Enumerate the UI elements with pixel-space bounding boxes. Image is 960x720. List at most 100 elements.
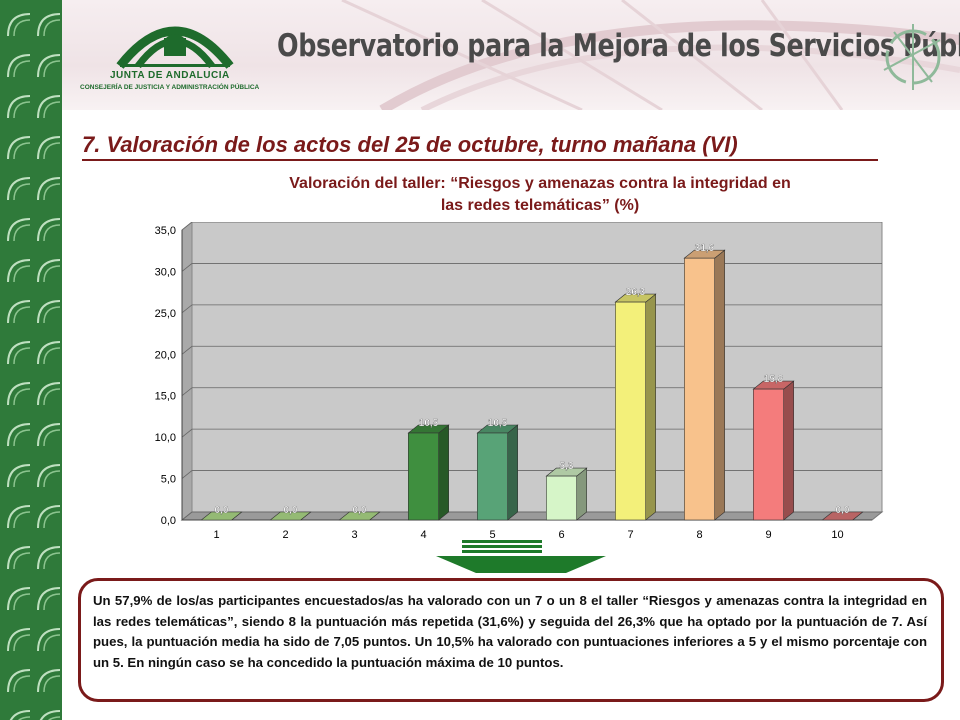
data-label: 0,0: [836, 505, 850, 516]
x-tick-label: 9: [765, 529, 771, 541]
arc-pattern: [7, 13, 61, 720]
arc-decoration: [37, 464, 61, 488]
arc-decoration: [37, 54, 61, 78]
gridline: [181, 222, 882, 231]
arc-decoration: [37, 669, 61, 693]
arc-decoration: [13, 388, 31, 406]
arc-decoration: [43, 101, 61, 119]
arc-decoration: [13, 470, 31, 488]
arc-decoration: [13, 265, 31, 283]
bar-top: [200, 511, 243, 521]
arc-decoration: [37, 218, 61, 242]
arc-decoration: [37, 341, 61, 365]
arc-decoration: [7, 259, 31, 283]
section-title-underline: [82, 159, 878, 161]
arc-decoration: [13, 347, 31, 365]
arc-decoration: [7, 54, 31, 78]
arc-decoration: [7, 300, 31, 324]
x-tick-label: 1: [213, 529, 219, 541]
y-tick-label: 10,0: [155, 432, 176, 444]
arc-decoration: [7, 382, 31, 406]
arc-decoration: [37, 546, 61, 570]
x-tick-label: 4: [420, 529, 426, 541]
arc-decoration: [13, 552, 31, 570]
arc-decoration: [43, 19, 61, 37]
bar-side: [438, 424, 449, 521]
arc-decoration: [43, 675, 61, 693]
arc-decoration: [13, 511, 31, 529]
arc-decoration: [7, 628, 31, 652]
data-label: 0,0: [284, 505, 298, 516]
chart-title-line-1: Valoración del taller: “Riesgos y amenaz…: [289, 175, 791, 192]
summary-box: Un 57,9% de los/as participantes encuest…: [78, 578, 944, 702]
bar-chart: 0,05,010,015,020,025,030,035,00,010,020,…: [155, 222, 884, 541]
arc-decoration: [37, 177, 61, 201]
bar: [408, 432, 439, 521]
summary-text: Un 57,9% de los/as participantes encuest…: [93, 593, 927, 670]
arc-decoration: [37, 423, 61, 447]
arc-decoration: [7, 587, 31, 611]
arc-decoration: [13, 593, 31, 611]
arc-decoration: [37, 505, 61, 529]
arc-decoration: [43, 593, 61, 611]
x-tick-label: 7: [627, 529, 633, 541]
x-tick-label: 3: [351, 529, 357, 541]
arrow-down-icon: [436, 540, 606, 573]
bar-side: [507, 424, 518, 521]
arc-decoration: [39, 710, 61, 720]
arc-decoration: [7, 423, 31, 447]
chart-title: Valoración del taller: “Riesgos y amenaz…: [170, 173, 910, 217]
arc-decoration: [37, 13, 61, 37]
arc-decoration: [37, 95, 61, 119]
arc-decoration: [43, 142, 61, 160]
arc-decoration: [37, 628, 61, 652]
data-label: 5,3: [560, 461, 574, 472]
arc-decoration: [13, 101, 31, 119]
arc-decoration: [43, 347, 61, 365]
data-label: 31,6: [695, 243, 715, 254]
data-label: 0,0: [215, 505, 229, 516]
arc-decoration: [7, 177, 31, 201]
arc-decoration: [7, 546, 31, 570]
arc-decoration: [43, 265, 61, 283]
arc-decoration: [48, 716, 61, 720]
arc-decoration: [13, 60, 31, 78]
bar: [477, 432, 508, 521]
site-title: Observatorio para la Mejora de los Servi…: [277, 28, 960, 64]
decorative-left-band: [0, 0, 62, 720]
x-tick-label: 6: [558, 529, 564, 541]
y-tick-label: 20,0: [155, 349, 176, 361]
bar-top: [338, 511, 381, 521]
chart-side-wall: [181, 222, 193, 522]
arc-decoration: [18, 716, 31, 720]
data-label: 10,5: [488, 418, 508, 429]
org-department: CONSEJERÍA DE JUSTICIA Y ADMINISTRACIÓN …: [80, 84, 260, 91]
junta-logo: JUNTA DE ANDALUCIA CONSEJERÍA DE JUSTICI…: [80, 8, 270, 100]
arc-decoration: [7, 95, 31, 119]
arc-decoration: [43, 634, 61, 652]
y-tick-label: 35,0: [155, 225, 176, 237]
y-tick-label: 30,0: [155, 266, 176, 278]
y-tick-label: 0,0: [161, 515, 176, 527]
arc-decoration: [43, 429, 61, 447]
arc-decoration: [43, 224, 61, 242]
data-label: 26,3: [626, 287, 646, 298]
observatory-emblem-icon: [883, 24, 941, 90]
header-decoration: [341, 0, 960, 110]
data-label: 0,0: [353, 505, 367, 516]
page-header: JUNTA DE ANDALUCIA CONSEJERÍA DE JUSTICI…: [62, 0, 960, 110]
arc-decoration: [37, 587, 61, 611]
section-title: 7. Valoración de los actos del 25 de oct…: [82, 132, 738, 157]
arc-decoration: [7, 136, 31, 160]
arc-decoration: [37, 382, 61, 406]
bar-side: [645, 293, 656, 521]
bar-side: [576, 467, 587, 521]
chart-title-line-2: las redes telemáticas” (%): [440, 197, 640, 214]
arc-decoration: [13, 142, 31, 160]
x-tick-label: 2: [282, 529, 288, 541]
arc-decoration: [13, 306, 31, 324]
arc-decoration: [13, 183, 31, 201]
arc-decoration: [7, 505, 31, 529]
bar: [546, 475, 577, 521]
y-tick-label: 25,0: [155, 308, 176, 320]
